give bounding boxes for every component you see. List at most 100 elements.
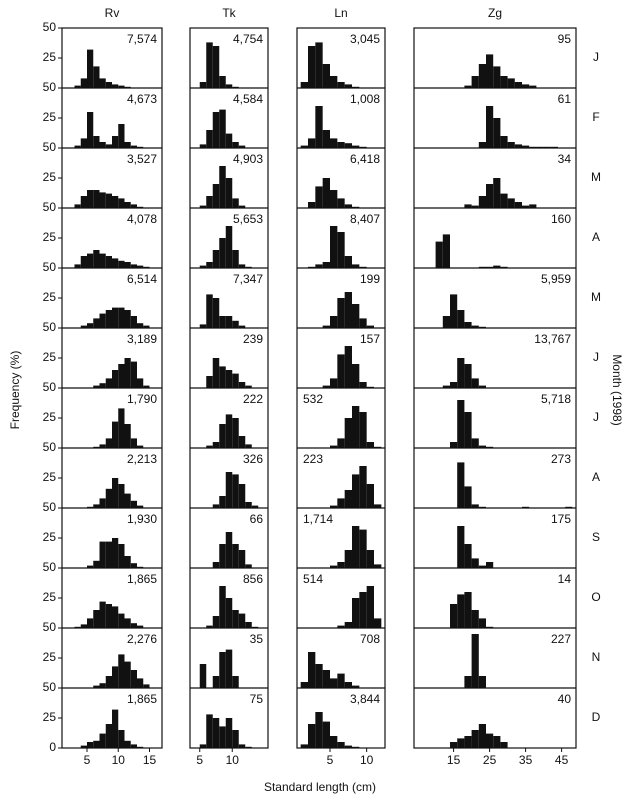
histogram-bar	[322, 262, 330, 268]
histogram-bar	[80, 745, 87, 748]
histogram-bar	[464, 412, 472, 448]
y-tick-label: 50	[43, 560, 57, 574]
histogram-bar	[486, 733, 494, 748]
histogram-bar	[238, 382, 246, 388]
y-tick-label: 25	[43, 530, 57, 544]
histogram-bar	[238, 264, 246, 268]
histogram-bar	[308, 138, 316, 148]
histogram-bar	[478, 618, 486, 628]
sample-size-label: 157	[360, 332, 380, 346]
sample-size-label: 7,347	[233, 272, 263, 286]
histogram-bar	[471, 610, 479, 628]
histogram-bar	[359, 382, 367, 388]
histogram-bar	[500, 136, 508, 148]
histogram-bar	[112, 421, 119, 448]
histogram-bar	[112, 84, 119, 88]
histogram-bar	[105, 541, 112, 568]
histogram-bar	[366, 550, 374, 568]
month-label: F	[592, 110, 599, 124]
y-tick-label: 50	[43, 320, 57, 334]
x-tick-label: 45	[555, 753, 569, 767]
histogram-bar	[105, 82, 112, 88]
histogram-bar	[130, 145, 137, 148]
y-tick-label: 25	[43, 710, 57, 724]
sample-size-label: 2,276	[127, 632, 157, 646]
x-tick-label: 25	[483, 753, 497, 767]
month-label: M	[591, 170, 601, 184]
histogram-bar	[464, 322, 472, 328]
histogram-bar	[450, 294, 458, 328]
histogram-bar	[225, 414, 233, 448]
sample-size-label: 273	[551, 452, 571, 466]
y-tick-label: 50	[43, 500, 57, 514]
histogram-bar	[93, 385, 100, 388]
histogram-bar	[337, 562, 345, 568]
histogram-bar	[529, 204, 537, 208]
histogram-bar	[225, 532, 233, 568]
histogram-bar	[137, 678, 144, 688]
sample-size-label: 222	[243, 392, 263, 406]
histogram-bar	[457, 400, 465, 448]
histogram-bar	[124, 661, 131, 688]
histogram-bar	[337, 198, 345, 208]
panel-frame	[61, 27, 163, 749]
histogram-bar	[522, 84, 530, 88]
histogram-bar	[80, 256, 87, 268]
y-axis-label: Frequency (%)	[8, 351, 22, 430]
histogram-bar	[232, 320, 239, 328]
x-tick-label: 10	[360, 753, 374, 767]
histogram-bar	[352, 474, 360, 508]
histogram-bar	[457, 594, 465, 628]
y-tick-label: 0	[49, 740, 56, 754]
histogram-bar	[143, 385, 150, 388]
histogram-bar	[118, 613, 125, 628]
histogram-bar	[464, 592, 472, 628]
histogram-bar	[87, 49, 94, 88]
x-tick-label: 10	[226, 753, 240, 767]
histogram-bar	[206, 445, 213, 448]
histogram-bar	[450, 604, 458, 628]
histogram-bar	[352, 264, 360, 268]
histogram-bar	[442, 234, 450, 268]
sample-size-label: 1,865	[127, 572, 157, 586]
histogram-bar	[507, 198, 515, 208]
histogram-bar	[308, 46, 316, 88]
y-tick-label: 25	[43, 350, 57, 364]
sample-size-label: 5,718	[541, 392, 571, 406]
histogram-bar	[352, 406, 360, 448]
histogram-bar	[478, 385, 486, 388]
histogram-bar	[374, 564, 382, 568]
histogram-bar	[93, 740, 100, 748]
histogram-bar	[118, 408, 125, 448]
histogram-bar	[374, 618, 382, 628]
histogram-bar	[124, 142, 131, 148]
histogram-bar	[315, 264, 323, 268]
histogram-bar	[105, 310, 112, 328]
histogram-bar	[80, 624, 87, 628]
histogram-bar	[344, 622, 352, 628]
histogram-bar	[450, 382, 458, 388]
histogram-bar	[118, 260, 125, 268]
histogram-bar	[232, 418, 239, 448]
histogram-bar	[105, 193, 112, 208]
histogram-bar	[238, 205, 246, 208]
sample-size-label: 3,844	[350, 692, 380, 706]
histogram-bar	[337, 673, 345, 688]
histogram-bar	[130, 316, 137, 328]
histogram-bar	[93, 560, 100, 568]
sample-size-label: 13,767	[534, 332, 571, 346]
histogram-bar	[238, 613, 246, 628]
histogram-bar	[344, 682, 352, 688]
histogram-bar	[225, 370, 233, 388]
y-tick-label: 25	[43, 290, 57, 304]
histogram-bar	[99, 683, 106, 688]
histogram-bar	[500, 76, 508, 88]
histogram-bar	[245, 444, 252, 448]
histogram-bar	[130, 264, 137, 268]
month-label: J	[593, 350, 599, 364]
sample-size-label: 7,574	[127, 32, 157, 46]
sample-size-label: 4,584	[233, 92, 263, 106]
sample-size-label: 160	[551, 212, 571, 226]
histogram-bar	[300, 145, 308, 148]
right-axis-label: Month (1998)	[610, 354, 624, 425]
